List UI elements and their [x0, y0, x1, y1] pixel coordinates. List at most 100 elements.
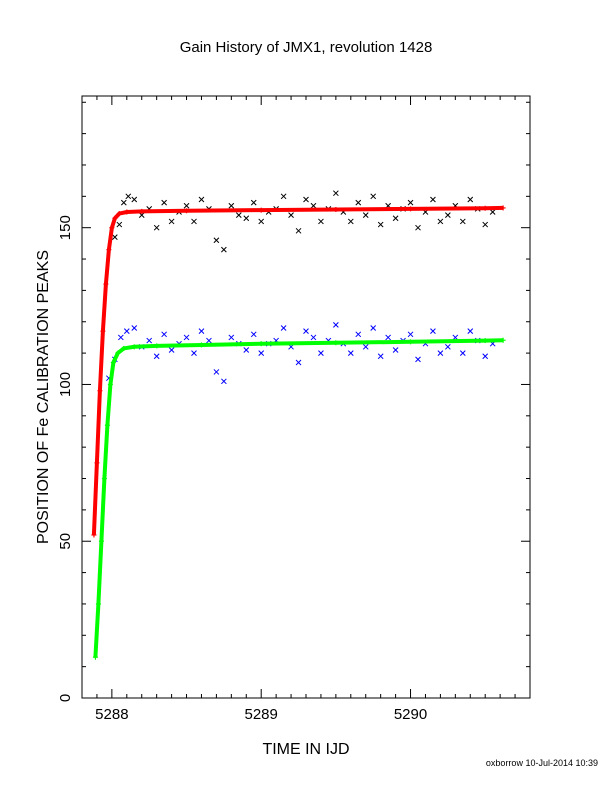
data-point-x — [235, 212, 242, 218]
data-point-x — [168, 347, 175, 353]
data-point-plus — [500, 205, 506, 211]
data-point-x — [467, 328, 474, 335]
data-point-plus — [500, 337, 506, 343]
data-point-x — [445, 212, 451, 218]
y-tick-label: 100 — [57, 372, 74, 397]
data-point-plus — [103, 281, 109, 287]
data-point-plus — [408, 206, 414, 212]
data-point-x — [415, 224, 421, 231]
data-point-x — [392, 215, 399, 222]
y-axis-label: POSITION OF Fe CALIBRATION PEAKS — [35, 250, 52, 544]
data-point-plus — [91, 532, 97, 538]
data-point-x — [459, 218, 466, 225]
data-point-x — [333, 190, 339, 197]
data-point-plus — [98, 538, 104, 544]
data-point-x — [295, 359, 302, 366]
data-point-x — [437, 350, 444, 356]
data-point-plus — [94, 460, 100, 466]
data-point-x — [362, 212, 369, 218]
data-point-plus — [139, 208, 145, 214]
series-fit-line — [91, 205, 504, 536]
data-point-x — [183, 202, 190, 209]
data-point-x — [250, 331, 257, 338]
data-point-x — [117, 334, 124, 341]
data-point-plus — [333, 207, 339, 213]
data-point-x — [362, 343, 369, 350]
data-point-plus — [482, 205, 488, 211]
tick-labels: 5288 5289 5290 0 50 100 150 — [57, 215, 427, 723]
data-point-x — [183, 334, 190, 341]
data-point-x — [161, 331, 167, 338]
data-point-plus — [154, 343, 160, 349]
x-tick-label: 5289 — [245, 706, 278, 723]
data-point-x — [138, 212, 145, 218]
data-point-x — [392, 347, 399, 353]
data-point-x — [198, 328, 205, 335]
data-point-x — [228, 202, 235, 209]
data-point-plus — [124, 209, 130, 215]
data-point-x — [318, 218, 324, 225]
data-point-x — [131, 196, 138, 203]
axis-ticks — [82, 96, 530, 699]
data-point-x — [191, 350, 197, 356]
footer-credit: oxborrow 10-Jul-2014 10:39 — [486, 758, 598, 768]
data-point-x — [153, 353, 160, 360]
data-point-plus — [110, 360, 116, 366]
data-point-plus — [333, 340, 339, 346]
data-point-x — [168, 218, 175, 225]
data-point-plus — [131, 344, 137, 350]
data-point-plus — [107, 381, 113, 387]
data-point-x — [120, 199, 127, 206]
data-point-plus — [92, 654, 98, 660]
data-point-x — [131, 325, 138, 331]
data-point-x — [243, 215, 250, 222]
data-point-x — [377, 221, 384, 228]
data-point-plus — [258, 341, 264, 347]
data-point-x — [213, 369, 220, 375]
data-point-plus — [258, 207, 264, 213]
data-point-x — [303, 328, 309, 335]
data-point-plus — [109, 225, 115, 231]
data-point-x — [288, 212, 294, 218]
x-axis-label: TIME IN IJD — [262, 741, 349, 758]
data-point-x — [125, 193, 132, 200]
data-point-x — [280, 325, 287, 331]
data-point-x — [111, 234, 118, 240]
data-point-plus — [121, 345, 127, 351]
data-point-x — [243, 347, 250, 353]
data-point-x — [123, 328, 130, 335]
data-point-x — [370, 325, 377, 331]
data-point-x — [191, 218, 197, 225]
data-point-x — [430, 328, 436, 335]
y-tick-label: 0 — [57, 694, 74, 702]
data-point-x — [459, 350, 466, 356]
data-point-x — [377, 353, 384, 360]
data-point-x — [407, 331, 414, 338]
data-point-x — [430, 196, 436, 203]
data-point-plus — [482, 338, 488, 344]
data-point-x — [370, 193, 377, 200]
data-point-x — [318, 350, 324, 356]
data-point-x — [310, 202, 317, 209]
data-point-x — [407, 199, 414, 206]
data-point-x — [258, 350, 265, 356]
data-point-x — [467, 196, 474, 203]
y-tick-label: 150 — [57, 215, 74, 240]
data-point-plus — [97, 388, 103, 394]
data-point-x — [153, 224, 160, 231]
data-point-x — [228, 334, 235, 341]
data-point-x — [198, 196, 205, 203]
data-point-x — [250, 199, 257, 206]
data-point-x — [295, 227, 302, 234]
data-point-x — [489, 209, 496, 215]
data-point-plus — [184, 208, 190, 214]
data-point-plus — [101, 476, 107, 482]
data-point-plus — [104, 422, 110, 428]
series-fit-line — [93, 338, 504, 658]
data-point-plus — [95, 601, 101, 607]
data-point-x — [310, 334, 317, 341]
data-point-x — [146, 337, 153, 344]
data-point-plus — [115, 350, 121, 356]
data-point-plus — [100, 328, 106, 334]
